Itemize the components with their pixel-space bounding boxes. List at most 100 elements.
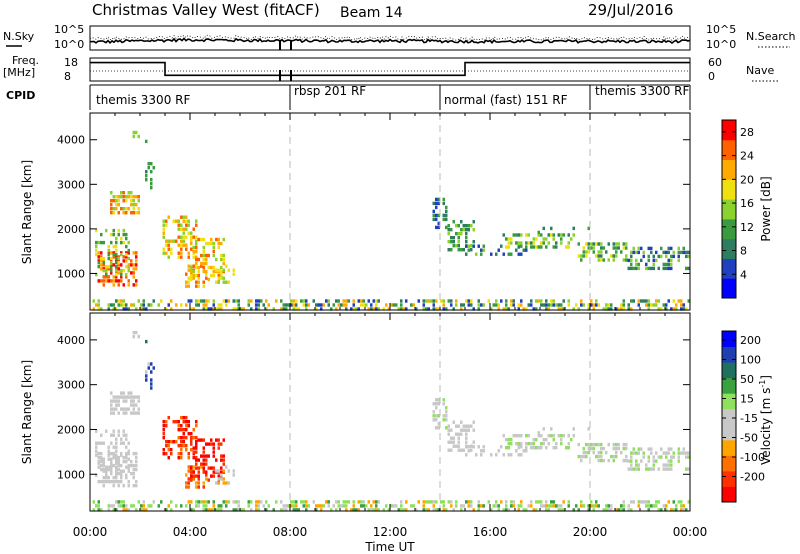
data-cell xyxy=(662,451,665,455)
data-cell xyxy=(580,454,583,459)
data-cell xyxy=(622,307,625,311)
velocity-colorbar-label: Velocity [m s-1] xyxy=(758,375,773,465)
data-cell xyxy=(665,508,668,512)
data-cell xyxy=(195,255,198,259)
data-cell xyxy=(97,303,100,307)
data-cell xyxy=(657,467,660,471)
data-cell xyxy=(255,508,258,512)
data-cell xyxy=(222,477,225,481)
data-cell xyxy=(450,248,453,252)
data-cell xyxy=(237,504,240,508)
data-cell xyxy=(435,225,438,230)
velocity-plot-area xyxy=(90,313,690,511)
data-cell xyxy=(470,248,473,252)
data-cell xyxy=(237,299,240,303)
data-cell xyxy=(490,307,493,311)
data-cell xyxy=(222,500,225,504)
data-cell xyxy=(122,455,125,460)
data-cell xyxy=(132,403,135,407)
data-cell xyxy=(617,508,620,512)
data-cell xyxy=(505,504,508,508)
data-cell xyxy=(622,500,625,504)
data-cell xyxy=(195,284,198,288)
data-cell xyxy=(212,269,215,274)
data-cell xyxy=(402,508,405,512)
data-cell xyxy=(225,280,228,284)
data-cell xyxy=(637,303,640,307)
data-cell xyxy=(100,459,103,464)
data-cell xyxy=(595,454,598,459)
data-cell xyxy=(265,307,268,311)
data-cell xyxy=(672,299,675,303)
data-cell xyxy=(117,256,120,261)
data-cell xyxy=(497,508,500,512)
data-cell xyxy=(450,440,453,444)
data-cell xyxy=(227,268,230,272)
data-cell xyxy=(532,237,535,241)
data-cell xyxy=(670,258,673,263)
data-cell xyxy=(207,277,210,282)
data-cell xyxy=(117,279,120,283)
data-cell xyxy=(115,272,118,277)
data-cell xyxy=(642,500,645,504)
data-cell xyxy=(460,220,463,224)
data-cell xyxy=(192,245,195,250)
data-cell xyxy=(135,463,138,468)
data-cell xyxy=(670,266,673,271)
data-cell xyxy=(165,223,168,227)
data-cell xyxy=(445,410,448,414)
data-cell xyxy=(542,226,545,231)
data-cell xyxy=(125,252,128,257)
data-cell xyxy=(572,434,575,438)
data-cell xyxy=(115,500,118,504)
data-cell xyxy=(467,299,470,303)
data-cell xyxy=(190,237,193,242)
data-cell xyxy=(197,438,200,442)
data-cell xyxy=(467,424,470,428)
data-cell xyxy=(212,454,215,458)
data-cell xyxy=(185,235,188,239)
data-cell xyxy=(442,500,445,504)
data-cell xyxy=(95,228,98,233)
data-cell xyxy=(432,508,435,512)
data-cell xyxy=(192,307,195,311)
data-cell xyxy=(110,271,113,275)
data-cell xyxy=(192,446,195,450)
data-cell xyxy=(180,436,183,440)
data-cell xyxy=(462,303,465,307)
velocity-colorbar-label-sup: -1 xyxy=(758,380,767,388)
data-cell xyxy=(550,233,553,237)
data-cell xyxy=(110,461,113,465)
data-cell xyxy=(192,456,195,460)
data-cell xyxy=(242,307,245,311)
noise-ytick-right-bottom: 10^0 xyxy=(706,38,736,51)
data-cell xyxy=(177,235,180,239)
data-cell xyxy=(587,307,590,311)
data-cell xyxy=(630,451,633,455)
data-cell xyxy=(682,303,685,307)
data-cell xyxy=(327,303,330,307)
data-cell xyxy=(645,500,648,504)
data-cell xyxy=(137,134,140,139)
data-cell xyxy=(390,303,393,307)
data-cell xyxy=(110,191,113,195)
data-cell xyxy=(457,224,460,228)
data-cell xyxy=(632,500,635,504)
data-cell xyxy=(572,226,575,231)
data-cell xyxy=(687,451,690,455)
data-cell xyxy=(125,236,128,241)
data-cell xyxy=(587,504,590,508)
data-cell xyxy=(187,481,190,485)
data-cell xyxy=(137,211,140,215)
data-cell xyxy=(505,307,508,311)
data-cell xyxy=(190,470,193,474)
data-cell xyxy=(190,235,193,239)
data-cell xyxy=(567,446,570,450)
ytick-label: 2000 xyxy=(57,423,85,436)
data-cell xyxy=(650,447,653,451)
data-cell xyxy=(167,243,170,247)
xtick-label: 16:00 xyxy=(473,525,508,539)
data-cell xyxy=(617,446,620,451)
data-cell xyxy=(192,249,195,254)
data-cell xyxy=(455,232,458,236)
